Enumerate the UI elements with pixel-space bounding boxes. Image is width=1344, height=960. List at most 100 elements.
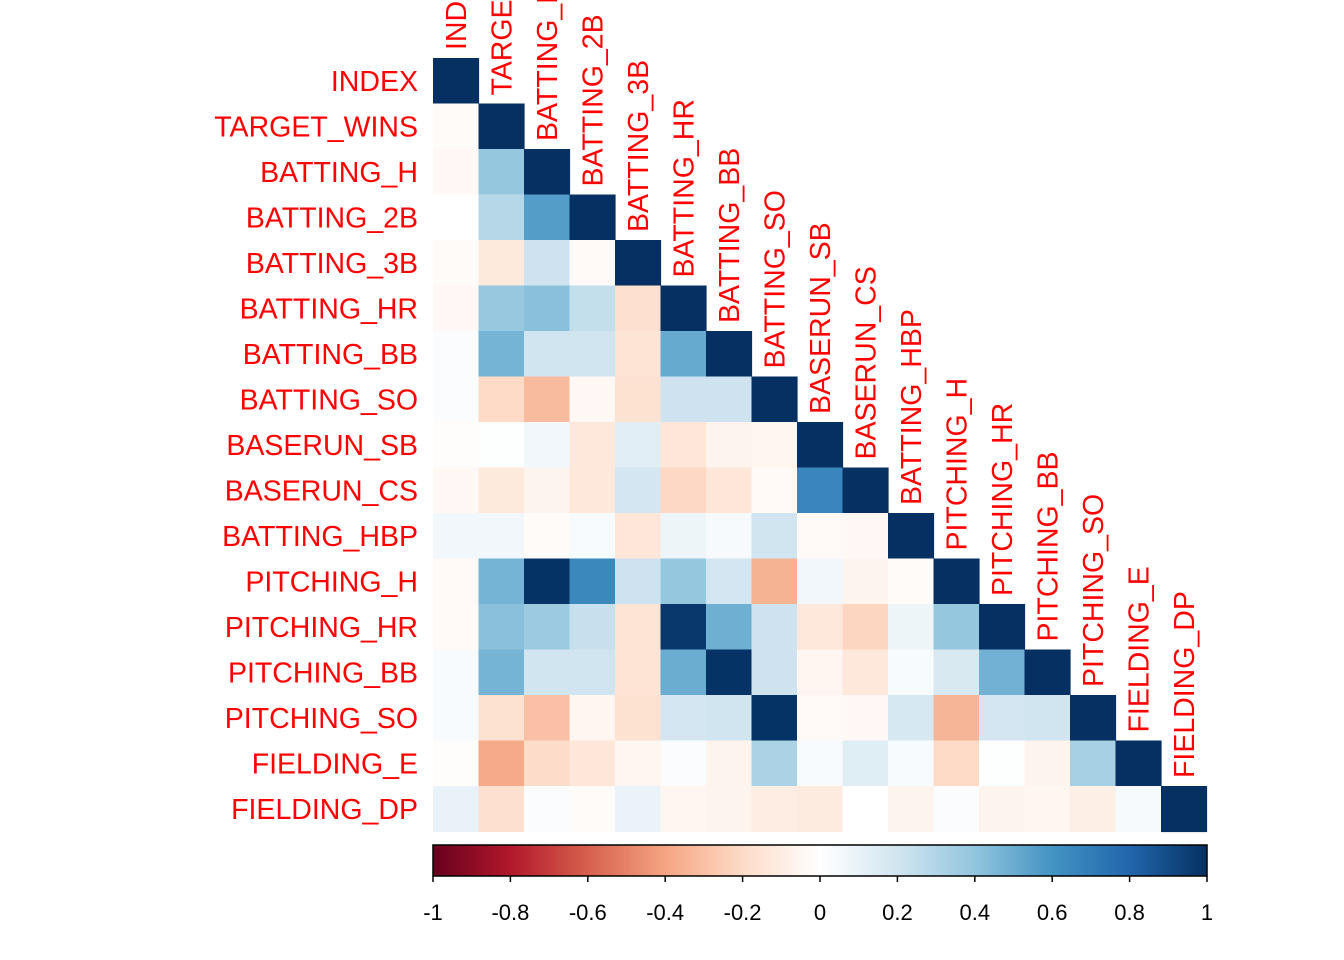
colorbar-tick-label: 0.4: [960, 900, 991, 925]
row-label: BASERUN_CS: [225, 475, 418, 507]
heatmap-cell: [888, 558, 935, 605]
heatmap-cell: [615, 740, 662, 787]
heatmap-cell: [660, 376, 707, 423]
column-label: BATTING_SO: [759, 190, 791, 368]
heatmap-cell: [1024, 695, 1071, 742]
heatmap-cell: [751, 695, 798, 742]
heatmap-cell: [751, 558, 798, 605]
heatmap-cell: [433, 240, 480, 287]
row-label: FIELDING_DP: [231, 794, 418, 826]
heatmap-cell: [433, 695, 480, 742]
heatmap-cell: [615, 285, 662, 332]
heatmap-cell: [569, 695, 616, 742]
heatmap-cell: [660, 740, 707, 787]
heatmap-cell: [433, 558, 480, 605]
heatmap-cell: [797, 740, 844, 787]
row-label: BASERUN_SB: [226, 430, 418, 462]
heatmap-cell: [888, 513, 935, 560]
heatmap-cell: [433, 103, 480, 150]
heatmap-cell: [615, 695, 662, 742]
heatmap-cell: [1070, 786, 1117, 833]
heatmap-cell: [751, 604, 798, 651]
heatmap-cell: [979, 604, 1026, 651]
heatmap-cell: [797, 422, 844, 469]
heatmap-cells: [433, 58, 1208, 833]
column-labels: INDEX TARGET_WINS BATTING_H BATTING_2B BATTI…: [441, 0, 1201, 778]
heatmap-cell: [569, 285, 616, 332]
heatmap-cell: [569, 740, 616, 787]
heatmap-cell: [797, 604, 844, 651]
heatmap-cell: [797, 695, 844, 742]
heatmap-cell: [660, 422, 707, 469]
heatmap-cell: [979, 649, 1026, 696]
heatmap-cell: [706, 467, 753, 514]
heatmap-cell: [433, 422, 480, 469]
heatmap-cell: [569, 649, 616, 696]
heatmap-cell: [524, 331, 571, 378]
heatmap-cell: [433, 376, 480, 423]
row-label: PITCHING_BB: [228, 657, 418, 689]
row-label: BATTING_2B: [246, 202, 418, 234]
heatmap-cell: [569, 194, 616, 241]
row-label: BATTING_HBP: [222, 521, 418, 553]
heatmap-cell: [660, 604, 707, 651]
heatmap-cell: [478, 149, 525, 196]
heatmap-cell: [660, 649, 707, 696]
heatmap-cell: [478, 194, 525, 241]
colorbar-tick-label: 0: [814, 900, 826, 925]
colorbar-gradient: [432, 844, 1208, 877]
heatmap-cell: [433, 58, 480, 105]
heatmap-cell: [433, 740, 480, 787]
heatmap-cell: [1161, 786, 1208, 833]
heatmap-cell: [615, 376, 662, 423]
heatmap-cell: [842, 695, 889, 742]
colorbar-tick-label: -0.2: [724, 900, 762, 925]
heatmap-cell: [979, 786, 1026, 833]
row-label: PITCHING_H: [245, 566, 418, 598]
heatmap-cell: [478, 740, 525, 787]
heatmap-cell: [433, 604, 480, 651]
heatmap-cell: [842, 604, 889, 651]
row-label: BATTING_H: [260, 157, 418, 189]
heatmap-cell: [524, 604, 571, 651]
column-label: FIELDING_DP: [1169, 591, 1201, 778]
heatmap-cell: [524, 649, 571, 696]
colorbar-tick-label: 0.2: [882, 900, 913, 925]
heatmap-cell: [1070, 695, 1117, 742]
column-label: PITCHING_SO: [1078, 494, 1110, 687]
heatmap-cell: [751, 513, 798, 560]
heatmap-cell: [433, 649, 480, 696]
row-label: BATTING_BB: [243, 339, 418, 371]
heatmap-cell: [706, 331, 753, 378]
heatmap-cell: [933, 786, 980, 833]
heatmap-cell: [478, 331, 525, 378]
heatmap-cell: [933, 649, 980, 696]
heatmap-cell: [751, 467, 798, 514]
row-label: INDEX: [331, 66, 418, 98]
heatmap-cell: [478, 376, 525, 423]
column-label: PITCHING_BB: [1032, 451, 1064, 641]
heatmap-cell: [660, 558, 707, 605]
heatmap-cell: [478, 558, 525, 605]
heatmap-cell: [751, 740, 798, 787]
heatmap-cell: [478, 285, 525, 332]
heatmap-cell: [842, 558, 889, 605]
heatmap-cell: [888, 786, 935, 833]
heatmap-cell: [706, 513, 753, 560]
heatmap-cell: [933, 558, 980, 605]
heatmap-cell: [478, 786, 525, 833]
heatmap-cell: [751, 786, 798, 833]
heatmap-cell: [433, 331, 480, 378]
heatmap-cell: [706, 558, 753, 605]
heatmap-cell: [478, 467, 525, 514]
row-label: PITCHING_SO: [225, 703, 418, 735]
heatmap-cell: [569, 376, 616, 423]
heatmap-cell: [569, 513, 616, 560]
heatmap-cell: [569, 786, 616, 833]
heatmap-cell: [842, 786, 889, 833]
heatmap-cell: [433, 194, 480, 241]
heatmap-cell: [615, 786, 662, 833]
column-label: TARGET_WINS: [486, 0, 518, 96]
row-label: FIELDING_E: [252, 748, 418, 780]
heatmap-cell: [842, 513, 889, 560]
